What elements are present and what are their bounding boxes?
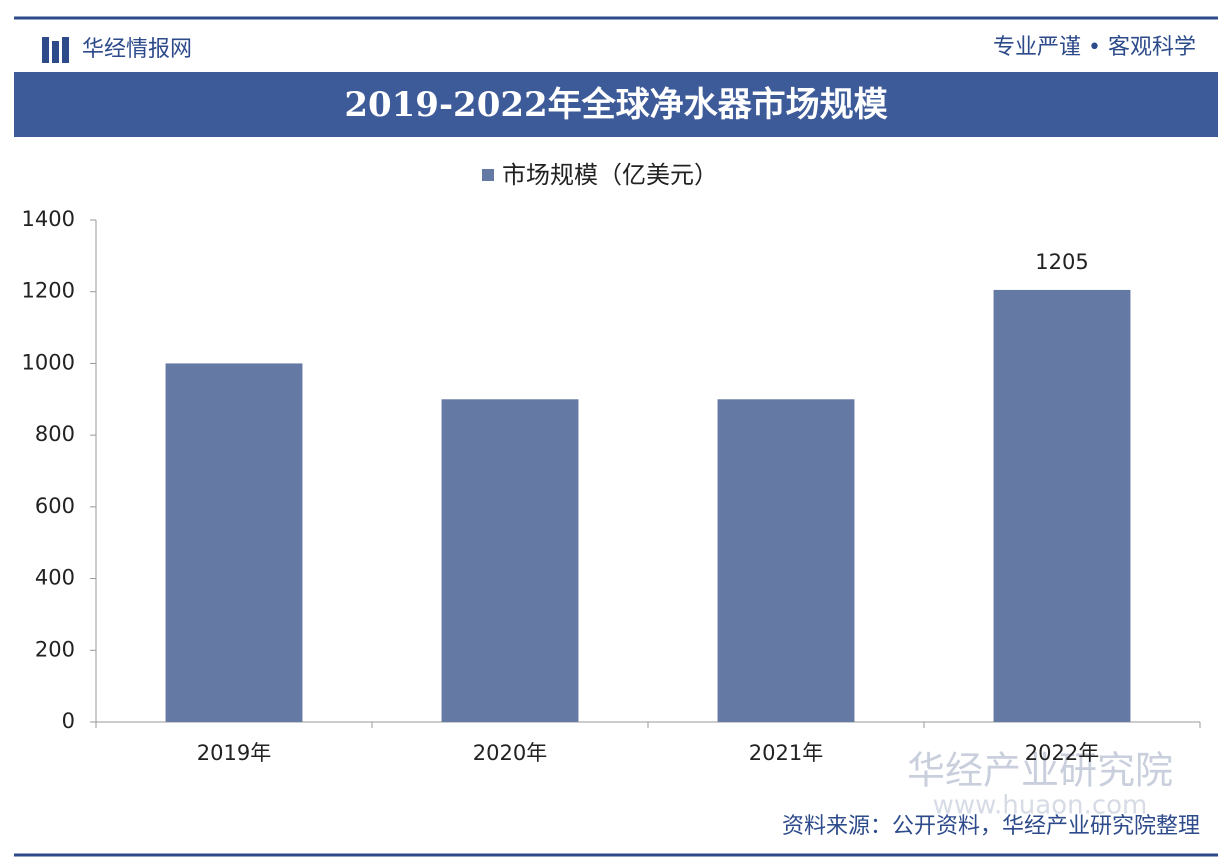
logo (42, 37, 69, 63)
y-tick-label: 200 (35, 637, 75, 661)
data-label: 1205 (1035, 250, 1088, 274)
bar (441, 399, 579, 722)
chart-title: 2019-2022年全球净水器市场规模 (344, 85, 887, 125)
y-tick-label: 1200 (22, 279, 75, 303)
source: 资料来源：公开资料，华经产业研究院整理 (782, 814, 1200, 839)
tagline: 专业严谨 • 客观科学 (993, 35, 1196, 60)
watermark-url: www.huaon.com (933, 791, 1148, 821)
y-tick-label: 400 (35, 566, 75, 590)
y-tick-label: 800 (35, 422, 75, 446)
y-tick-label: 1000 (22, 350, 75, 374)
bar (717, 399, 855, 722)
legend-label: 市场规模（亿美元） (502, 161, 718, 189)
y-tick-label: 1400 (22, 207, 75, 231)
bar (993, 289, 1131, 722)
x-tick-label: 2019年 (197, 741, 271, 765)
y-tick-label: 600 (35, 494, 75, 518)
y-tick-label: 0 (62, 709, 75, 733)
x-tick-label: 2022年 (1025, 741, 1099, 765)
brand: 华经情报网 (82, 37, 192, 62)
x-tick-label: 2021年 (749, 741, 823, 765)
title-bar (14, 72, 1218, 137)
legend-swatch (482, 169, 494, 181)
x-tick-label: 2020年 (473, 741, 547, 765)
watermark: 华经产业研究院 (907, 749, 1173, 793)
bar (165, 363, 303, 722)
